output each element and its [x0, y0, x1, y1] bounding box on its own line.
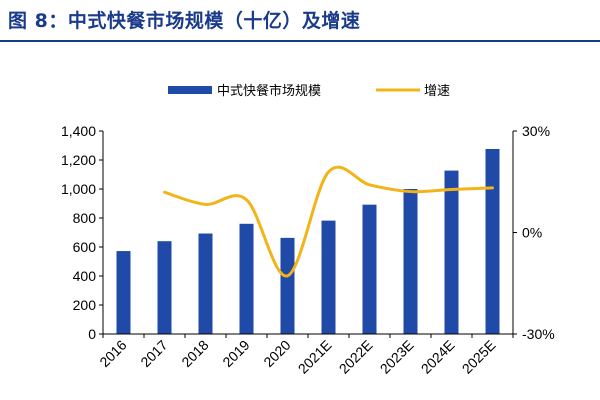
left-tick-label: 200 [73, 297, 97, 313]
left-tick-label: 400 [73, 268, 97, 284]
bar-2022E [362, 204, 377, 334]
bar-2023E [403, 189, 418, 334]
x-tick-label: 2018 [178, 337, 211, 370]
figure-title: 图 8：中式快餐市场规模（十亿）及增速 [8, 10, 361, 32]
right-tick-label: 30% [522, 123, 550, 139]
left-tick-label: 1,000 [61, 181, 96, 197]
bar-2020 [280, 237, 295, 334]
x-tick-label: 2019 [219, 337, 252, 370]
bar-series [116, 148, 500, 334]
bar-2018 [198, 233, 213, 334]
bar-2019 [239, 223, 254, 334]
bar-2025E [485, 148, 500, 334]
x-tick-label: 2022E [336, 337, 376, 377]
bar-2017 [157, 241, 172, 334]
legend: 中式快餐市场规模 增速 [168, 83, 450, 98]
x-tick-label: 2017 [137, 337, 170, 370]
legend-line-label: 增速 [424, 83, 450, 98]
x-tick-label: 2023E [377, 337, 417, 377]
left-tick-label: 600 [73, 239, 97, 255]
x-tick-label: 2016 [96, 337, 129, 370]
x-tick-label: 2024E [418, 337, 458, 377]
x-tick-label: 2020 [260, 337, 293, 370]
title-rule [0, 40, 600, 42]
left-tick-label: 0 [88, 326, 96, 342]
bar-2021E [321, 220, 336, 334]
left-tick-label: 1,200 [61, 152, 96, 168]
right-tick-label: 0% [522, 225, 542, 241]
growth-line [163, 165, 494, 278]
left-tick-label: 1,400 [61, 123, 96, 139]
growth-line-series [163, 165, 494, 278]
right-tick-label: -30% [522, 326, 555, 342]
axes: 0 200 400 600 800 1,000 1,200 1,400 -30% 0% 30% 201… [61, 123, 555, 377]
x-tick-label: 2021E [295, 337, 335, 377]
x-tick-label: 2025E [459, 337, 499, 377]
legend-bar-label: 中式快餐市场规模 [217, 83, 321, 98]
bar-2016 [116, 251, 131, 334]
bar-2024E [444, 170, 459, 334]
legend-bar-swatch [168, 86, 212, 94]
left-tick-label: 800 [73, 210, 97, 226]
